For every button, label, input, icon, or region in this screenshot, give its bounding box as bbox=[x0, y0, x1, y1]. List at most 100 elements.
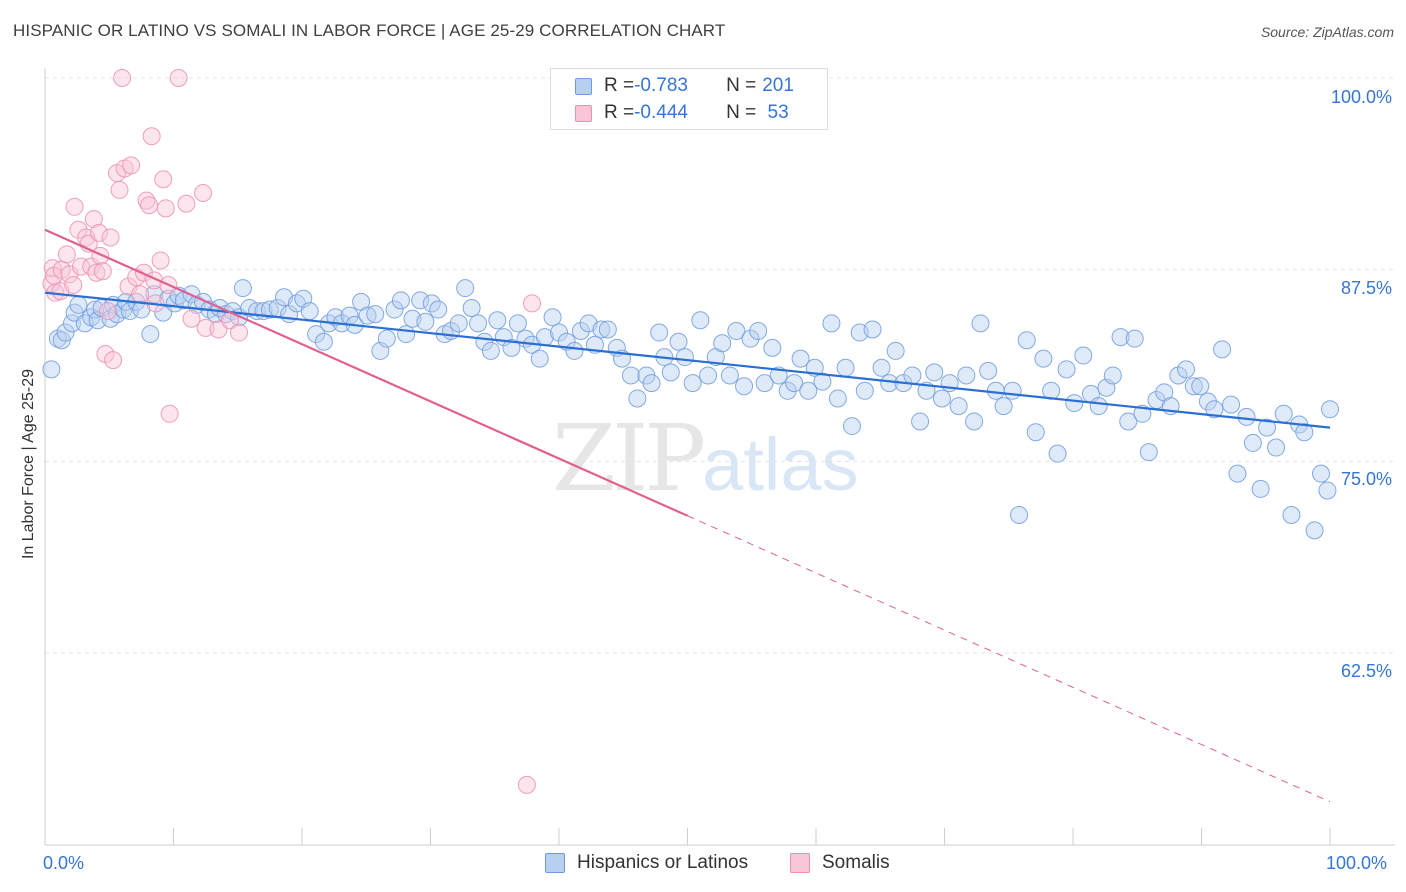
hispanic-point bbox=[1258, 418, 1277, 437]
hispanic-point bbox=[488, 311, 507, 330]
hispanic-point bbox=[233, 279, 252, 298]
somali-point bbox=[113, 69, 132, 87]
hispanic-point bbox=[1177, 360, 1196, 379]
y-tick-label-87-5: 87.5% bbox=[1340, 278, 1392, 298]
hispanic-point bbox=[1133, 404, 1152, 423]
legend-r-label: R = bbox=[604, 102, 635, 123]
legend-n-value: 201 bbox=[762, 75, 794, 96]
hispanic-point bbox=[965, 412, 984, 431]
bottom-legend-label: Hispanics or Latinos bbox=[577, 852, 749, 873]
somali-point bbox=[93, 262, 112, 281]
hispanic-point bbox=[307, 325, 326, 344]
hispanic-point bbox=[1034, 349, 1053, 368]
hispanic-point bbox=[691, 311, 710, 330]
hispanic-point bbox=[416, 312, 435, 331]
hispanic-point bbox=[1089, 397, 1108, 416]
hispanic-point bbox=[300, 302, 319, 321]
somali-point bbox=[182, 309, 201, 328]
hispanic-point bbox=[661, 363, 680, 382]
hispanic-point bbox=[530, 349, 549, 368]
watermark: ZIPatlas bbox=[552, 405, 858, 512]
somali-point bbox=[156, 199, 175, 218]
hispanic-point bbox=[86, 300, 105, 319]
hispanic-point bbox=[1111, 328, 1130, 347]
hispanic-point bbox=[508, 314, 527, 333]
somali-point bbox=[137, 191, 156, 210]
hispanic-point bbox=[592, 320, 611, 339]
hispanic-point bbox=[813, 372, 832, 391]
hispanic-point bbox=[683, 374, 702, 393]
legend-swatch-blue bbox=[575, 77, 592, 95]
hispanic-point bbox=[735, 377, 754, 396]
somali-point bbox=[131, 285, 150, 304]
somali-point bbox=[523, 294, 542, 313]
hispanic-point bbox=[621, 366, 640, 385]
hispanic-point bbox=[675, 348, 694, 367]
hispanic-point bbox=[449, 314, 468, 333]
hispanic-point bbox=[260, 300, 279, 319]
hispanic-point bbox=[749, 322, 768, 340]
hispanic-point bbox=[1003, 381, 1022, 400]
x-tick-label-max: 100.0% bbox=[1326, 853, 1388, 873]
somali-point bbox=[84, 210, 103, 229]
hispanic-point bbox=[141, 325, 160, 344]
hispanic-point bbox=[949, 397, 968, 416]
hispanic-point bbox=[1139, 443, 1158, 462]
hispanic-point bbox=[397, 325, 416, 344]
hispanic-point bbox=[481, 341, 500, 360]
hispanic-point bbox=[502, 338, 521, 357]
hispanic-point bbox=[62, 314, 81, 333]
y-tick-label-62-5: 62.5% bbox=[1340, 661, 1392, 681]
hispanic-point bbox=[385, 300, 404, 319]
hispanic-point bbox=[1305, 521, 1324, 540]
hispanic-point bbox=[469, 314, 488, 333]
hispanic-point bbox=[957, 366, 976, 385]
hispanic-point bbox=[1318, 481, 1337, 500]
somali-trend-extension bbox=[687, 515, 1331, 803]
hispanic-point bbox=[1184, 377, 1203, 396]
hispanic-point bbox=[429, 300, 448, 319]
legend-n-label: N = bbox=[726, 75, 757, 96]
somali-point bbox=[104, 351, 123, 370]
somali-point bbox=[69, 220, 88, 239]
y-axis-title: In Labor Force | Age 25-29 bbox=[20, 368, 37, 560]
source-label: Source: ZipAtlas.com bbox=[1260, 24, 1394, 40]
somali-point bbox=[160, 404, 179, 423]
hispanic-point bbox=[1282, 506, 1301, 524]
somali-point bbox=[57, 245, 76, 264]
hispanic-point bbox=[1057, 360, 1076, 379]
hispanic-point bbox=[755, 374, 774, 393]
hispanic-point bbox=[886, 341, 905, 360]
bottom-legend-swatch-blue bbox=[545, 853, 565, 873]
hispanic-point bbox=[69, 295, 88, 314]
hispanic-point bbox=[669, 332, 688, 351]
hispanic-point bbox=[358, 306, 377, 325]
somali-point bbox=[87, 263, 106, 282]
somali-point bbox=[43, 259, 62, 278]
hispanic-point bbox=[1191, 377, 1210, 396]
hispanic-point bbox=[836, 358, 855, 377]
bottom-legend-swatch-pink bbox=[790, 853, 810, 873]
hispanic-point bbox=[1010, 506, 1029, 524]
hispanic-point bbox=[42, 360, 61, 379]
watermark-zip: ZIP bbox=[552, 405, 706, 512]
hispanic-point bbox=[456, 279, 475, 298]
hispanic-point bbox=[1017, 331, 1036, 350]
hispanic-point bbox=[1205, 400, 1224, 419]
legend-n-label: N = bbox=[726, 102, 757, 123]
somali-point bbox=[122, 156, 141, 175]
somali-point bbox=[230, 323, 249, 342]
bottom-legend-label: Somalis bbox=[822, 852, 890, 873]
hispanic-point bbox=[713, 334, 732, 353]
legend-r-label: R = bbox=[604, 75, 635, 96]
hispanic-point bbox=[911, 412, 930, 431]
hispanic-point bbox=[550, 323, 568, 342]
legend: R = -0.783 N = 201 R = -0.444 N = 53 bbox=[550, 68, 828, 130]
x-tick-label-min: 0.0% bbox=[43, 853, 85, 873]
somali-point bbox=[140, 196, 159, 215]
hispanic-point bbox=[1237, 407, 1256, 426]
hispanic-point bbox=[366, 305, 385, 324]
hispanic-point bbox=[1274, 404, 1293, 423]
hispanic-point bbox=[932, 389, 951, 408]
